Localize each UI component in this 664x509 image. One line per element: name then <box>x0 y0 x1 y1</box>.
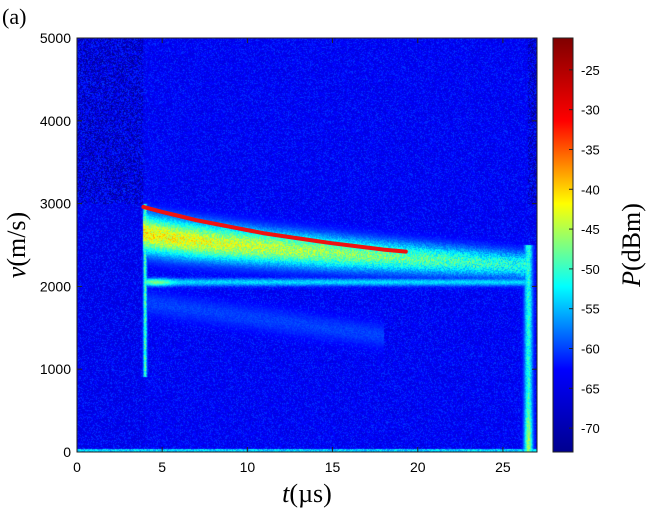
y-tick-label: 5000 <box>40 30 71 46</box>
x-tick-label: 15 <box>325 459 341 475</box>
x-tick-label: 5 <box>158 459 166 475</box>
colorbar-tick-label: -60 <box>581 342 600 357</box>
colorbar: -25 -30 -35 -40 -45 -50 -55 -60 -65 -70 <box>552 37 600 453</box>
y-tick-label: 1000 <box>40 361 71 377</box>
y-axis-label-unit: (m/s) <box>2 212 31 267</box>
x-tick-label: 25 <box>495 459 511 475</box>
y-tick-label: 4000 <box>40 113 71 129</box>
x-axis-label-unit: (µs) <box>289 479 331 508</box>
colorbar-tick-label: -45 <box>581 222 600 237</box>
plot-frame <box>76 37 538 453</box>
y-tick-label: 0 <box>63 444 71 460</box>
x-axis-label-var: t <box>282 479 290 508</box>
plot-area <box>76 37 538 453</box>
x-axis: 0 5 10 15 20 25 <box>73 38 511 475</box>
colorbar-tick-label: -70 <box>581 421 600 436</box>
y-axis: 0 1000 2000 3000 4000 5000 <box>40 30 537 460</box>
colorbar-tick-label: -40 <box>581 182 600 197</box>
fit-curve <box>141 204 408 254</box>
colorbar-tick-label: -65 <box>581 381 600 396</box>
y-tick-label: 2000 <box>40 278 71 294</box>
colorbar-label: P(dBm) <box>617 203 646 288</box>
x-axis-label: t(µs) <box>282 479 332 508</box>
y-axis-label-var: v <box>2 266 31 278</box>
panel-label: (a) <box>2 4 26 29</box>
x-tick-label: 0 <box>73 459 81 475</box>
y-axis-label: v(m/s) <box>2 212 31 278</box>
colorbar-label-var: P <box>617 271 646 288</box>
heatmap-image <box>77 38 537 452</box>
colorbar-tick-label: -35 <box>581 142 600 157</box>
y-tick-label: 3000 <box>40 196 71 212</box>
colorbar-fill <box>553 38 573 452</box>
colorbar-ticks: -25 -30 -35 -40 -45 -50 -55 -60 -65 -70 <box>569 63 600 436</box>
colorbar-label-unit: (dBm) <box>617 203 646 271</box>
colorbar-tick-label: -55 <box>581 302 600 317</box>
colorbar-frame <box>552 37 574 453</box>
colorbar-tick-label: -25 <box>581 63 600 78</box>
x-tick-label: 20 <box>410 459 426 475</box>
colorbar-tick-label: -50 <box>581 262 600 277</box>
x-tick-label: 10 <box>240 459 256 475</box>
colorbar-tick-label: -30 <box>581 103 600 118</box>
